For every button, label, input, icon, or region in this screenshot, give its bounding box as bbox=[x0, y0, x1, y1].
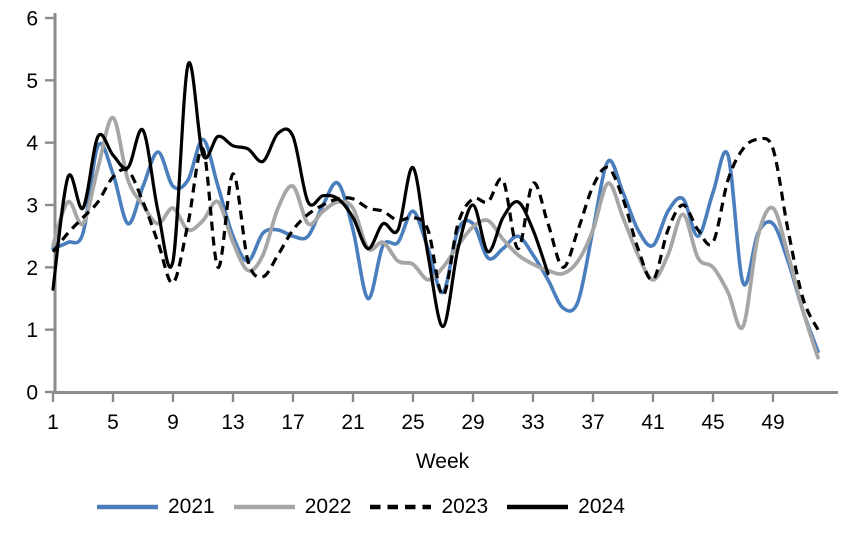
legend-item-2023: 2023 bbox=[369, 492, 488, 522]
legend-item-2024: 2024 bbox=[506, 492, 625, 522]
legend-item-2022: 2022 bbox=[233, 492, 352, 522]
legend-label-2023: 2023 bbox=[441, 495, 489, 518]
y-tick-label: 6 bbox=[26, 8, 38, 31]
x-tick-label: 9 bbox=[167, 411, 179, 434]
y-tick-label: 0 bbox=[26, 382, 38, 405]
x-tick-label: 25 bbox=[401, 411, 424, 434]
x-tick-label: 33 bbox=[521, 411, 544, 434]
x-tick-label: 17 bbox=[281, 411, 304, 434]
series-line-2023 bbox=[51, 136, 820, 331]
y-tick-label: 3 bbox=[26, 195, 38, 218]
legend-item-2021: 2021 bbox=[96, 492, 215, 522]
x-tick-label: 1 bbox=[47, 411, 59, 434]
chart-legend: 2021 2022 2023 2024 bbox=[96, 492, 625, 522]
series-line-2021 bbox=[51, 137, 820, 354]
x-tick-label: 21 bbox=[341, 411, 364, 434]
legend-label-2024: 2024 bbox=[578, 495, 625, 518]
x-tick-label: 49 bbox=[761, 411, 784, 434]
x-tick-label: 41 bbox=[641, 411, 664, 434]
series-line-2024 bbox=[51, 61, 550, 329]
legend-label-2021: 2021 bbox=[168, 495, 215, 518]
x-tick-label: 29 bbox=[461, 411, 484, 434]
x-axis-title: Week bbox=[415, 450, 470, 473]
legend-swatch-2021-icon bbox=[97, 504, 158, 510]
legend-label-2022: 2022 bbox=[304, 495, 352, 518]
x-tick-label: 5 bbox=[107, 411, 119, 434]
x-tick-label: 37 bbox=[581, 411, 604, 434]
series-line-2022 bbox=[51, 115, 820, 360]
x-tick-label: 45 bbox=[701, 411, 724, 434]
y-tick-label: 5 bbox=[26, 70, 38, 93]
y-tick-label: 4 bbox=[26, 132, 38, 155]
legend-swatch-2022-icon bbox=[233, 504, 295, 510]
x-tick-label: 13 bbox=[221, 411, 244, 434]
y-tick-label: 2 bbox=[26, 257, 38, 280]
legend-swatch-2024-icon bbox=[507, 504, 569, 510]
legend-swatch-2023-icon bbox=[370, 504, 432, 510]
y-tick-label: 1 bbox=[26, 319, 38, 342]
